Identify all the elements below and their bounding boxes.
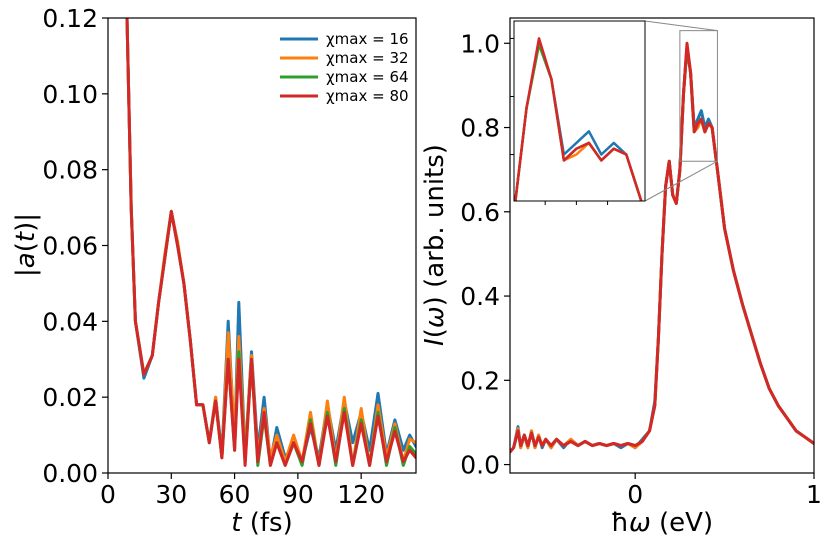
inset-connector-bottom <box>644 160 718 202</box>
right-y-ticks: 0.0 0.2 0.4 0.6 0.8 1.0 <box>460 29 510 480</box>
inset-ticks <box>510 37 609 205</box>
right-series-lines <box>510 41 814 454</box>
left-series-4-line <box>125 18 416 467</box>
inset-connector-top <box>644 20 718 32</box>
right-series-4-line <box>510 41 814 454</box>
left-y-tick-label: 0.02 <box>42 383 98 412</box>
left-y-tick-label: 0.10 <box>42 80 98 109</box>
right-y-tick-label: 1.0 <box>460 29 500 58</box>
left-x-tick-label: 120 <box>337 480 385 509</box>
left-x-tick-label: 30 <box>155 480 187 509</box>
legend-label-2: χmax = 32 <box>326 49 409 67</box>
right-x-tick-label: 1 <box>806 480 822 509</box>
right-axes-frame <box>509 17 815 474</box>
inset-zoom-region <box>679 30 718 162</box>
right-y-tick-label: 0.0 <box>460 451 500 480</box>
left-panel: 0 30 60 90 120 0.000.020.040.060.080.100.12 … <box>11 4 417 538</box>
legend-label-4: χmax = 80 <box>326 87 409 105</box>
inset-frame <box>513 20 646 202</box>
left-y-tick-label: 0.08 <box>42 156 98 185</box>
left-y-tick-label: 0.06 <box>42 232 98 261</box>
right-y-axis-label: I(ω) (arb. units) <box>420 144 450 346</box>
right-x-axis-label: ħω (eV) <box>611 508 713 538</box>
left-y-tick-label: 0.04 <box>42 307 98 336</box>
legend-label-3: χmax = 64 <box>326 68 409 86</box>
right-y-tick-label: 0.8 <box>460 114 500 143</box>
left-y-axis-label: |a(t)| <box>11 213 41 277</box>
left-x-ticks: 0 30 60 90 120 <box>100 473 385 509</box>
left-x-axis-label: t (fs) <box>231 508 292 538</box>
right-x-tick-label: 0 <box>627 480 643 509</box>
right-y-tick-label: 0.2 <box>460 366 500 395</box>
inset-background <box>514 21 645 201</box>
left-x-tick-label: 60 <box>219 480 251 509</box>
inset-series-lines <box>514 37 643 201</box>
right-y-tick-label: 0.6 <box>460 198 500 227</box>
left-series-lines <box>125 18 416 467</box>
right-y-tick-label: 0.4 <box>460 282 500 311</box>
left-y-tick-label: 0.00 <box>42 459 98 488</box>
inset-series-4-line <box>514 37 643 201</box>
left-y-tick-label: 0.12 <box>42 4 98 33</box>
legend-label-1: χmax = 16 <box>326 30 409 48</box>
left-y-ticks: 0.00 0.02 0.04 0.06 0.08 0.10 0.12 <box>42 4 108 488</box>
left-x-tick-label: 90 <box>282 480 314 509</box>
left-x-tick-label: 0 <box>100 480 116 509</box>
